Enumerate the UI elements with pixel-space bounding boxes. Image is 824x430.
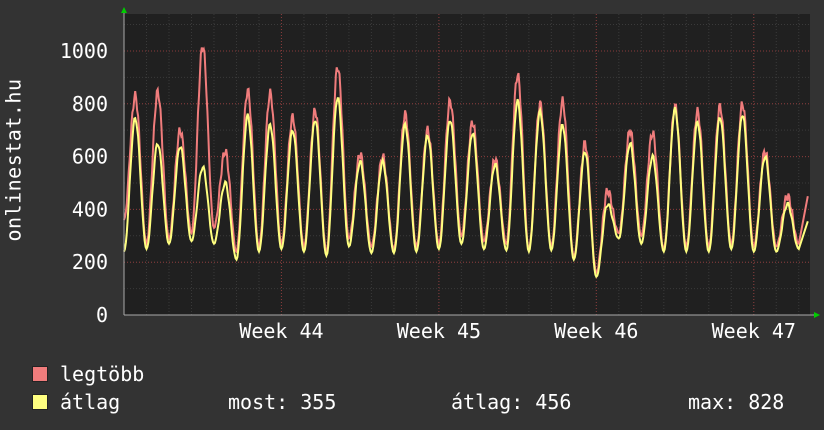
y-tick-label: 800 [72, 92, 108, 116]
legend-item-legtobb: legtöbb [32, 362, 144, 386]
legend-swatch-legtobb [32, 366, 48, 382]
y-tick-label: 200 [72, 250, 108, 274]
series-line-atlag [123, 97, 809, 279]
x-tick-label: Week 44 [239, 319, 323, 343]
line-chart: 0 200 400 600 800 1000 Week 44 Week 45 Week 46 We… [60, 7, 820, 343]
x-tick-label: Week 47 [712, 319, 796, 343]
chart-area: 0 200 400 600 800 1000 Week 44 Week 45 Week 46 We… [2, 7, 820, 343]
y-axis-arrow [121, 7, 127, 13]
legend-item-atlag: átlag [32, 390, 120, 414]
y-tick-label: 600 [72, 145, 108, 169]
y-tick-label: 1000 [60, 39, 108, 63]
legend-swatch-atlag [32, 394, 48, 410]
x-tick-label: Week 45 [397, 319, 481, 343]
x-tick-label: Week 46 [554, 319, 638, 343]
stat-max: max: 828 [688, 390, 785, 414]
y-tick-label: 0 [96, 303, 108, 327]
y-tick-label: 400 [72, 197, 108, 221]
legend-label-legtobb: legtöbb [60, 362, 145, 386]
y-axis-title: onlinestat.hu [2, 78, 27, 242]
legend-label-atlag: átlag [60, 390, 121, 414]
x-axis-arrow [814, 312, 820, 318]
stat-average: átlag: 456 [451, 390, 572, 414]
stat-current: most: 355 [228, 390, 337, 414]
